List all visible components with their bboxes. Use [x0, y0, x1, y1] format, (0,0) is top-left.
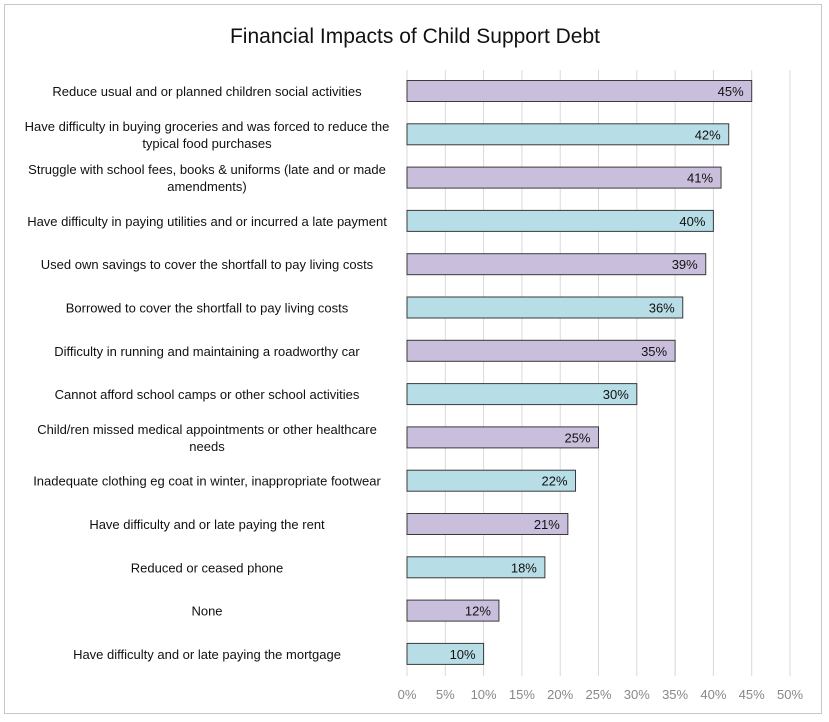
- x-tick-label: 10%: [471, 687, 497, 702]
- category-label: Borrowed to cover the shortfall to pay l…: [66, 301, 349, 316]
- category-label-line: Have difficulty in buying groceries and …: [25, 119, 390, 134]
- bar: [406, 426, 599, 449]
- category-label-line: Used own savings to cover the shortfall …: [41, 257, 374, 272]
- bar: [406, 80, 753, 102]
- category-label: Have difficulty and or late paying the r…: [89, 517, 325, 532]
- category-label: Inadequate clothing eg coat in winter, i…: [33, 474, 381, 489]
- x-tick-label: 45%: [739, 687, 765, 702]
- category-label-line: Inadequate clothing eg coat in winter, i…: [33, 474, 381, 489]
- chart-title: Financial Impacts of Child Support Debt: [230, 25, 600, 48]
- x-tick-label: 25%: [585, 687, 611, 702]
- bars: [406, 80, 753, 665]
- category-label-line: Have difficulty in paying utilities and …: [27, 214, 387, 229]
- data-label: 42%: [695, 127, 721, 142]
- category-label: Reduce usual and or planned children soc…: [52, 84, 362, 99]
- category-label-line: Reduce usual and or planned children soc…: [52, 84, 362, 99]
- data-label: 40%: [679, 214, 705, 229]
- data-label: 22%: [541, 474, 567, 489]
- x-tick-label: 15%: [509, 687, 535, 702]
- bar: [406, 513, 569, 535]
- category-label-line: Have difficulty and or late paying the m…: [73, 647, 341, 662]
- gridlines: [406, 70, 791, 676]
- category-label: Child/ren missed medical appointments or…: [37, 422, 377, 454]
- x-tick-label: 30%: [624, 687, 650, 702]
- bar: [406, 469, 577, 492]
- x-tick-label: 20%: [547, 687, 573, 702]
- bar: [406, 556, 546, 579]
- category-label-line: Child/ren missed medical appointments or…: [37, 422, 377, 437]
- data-label: 25%: [564, 430, 590, 445]
- x-tick-label: 5%: [436, 687, 455, 702]
- data-label: 41%: [687, 171, 713, 186]
- data-label: 18%: [511, 560, 537, 575]
- data-label: 30%: [603, 387, 629, 402]
- bar: [406, 209, 714, 232]
- category-label: Reduced or ceased phone: [131, 560, 284, 575]
- category-label: Used own savings to cover the shortfall …: [41, 257, 374, 272]
- x-axis-ticks: 0% 5% 10% 15% 20% 25% 30% 35% 40% 45% 50%: [398, 687, 804, 702]
- data-label: 21%: [534, 517, 560, 532]
- category-labels: Reduce usual and or planned children soc…: [25, 84, 390, 662]
- data-label: 10%: [450, 647, 476, 662]
- bar: [406, 253, 707, 276]
- bar: [406, 123, 730, 146]
- data-label: 36%: [649, 301, 675, 316]
- category-label: Difficulty in running and maintaining a …: [54, 344, 360, 359]
- category-label-line: amendments): [167, 179, 246, 194]
- bar: [406, 642, 485, 665]
- bar: [406, 296, 684, 319]
- bar: [406, 599, 500, 622]
- category-label: Have difficulty and or late paying the m…: [73, 647, 341, 662]
- data-label: 35%: [641, 344, 667, 359]
- category-label-line: typical food purchases: [142, 136, 272, 151]
- category-label: None: [191, 604, 222, 619]
- data-label: 39%: [672, 257, 698, 272]
- x-tick-label: 40%: [700, 687, 726, 702]
- category-label: Cannot afford school camps or other scho…: [55, 387, 360, 402]
- category-label-line: Difficulty in running and maintaining a …: [54, 344, 360, 359]
- bar: [406, 383, 638, 406]
- x-tick-label: 50%: [777, 687, 803, 702]
- category-label-line: Have difficulty and or late paying the r…: [89, 517, 325, 532]
- category-label-line: Cannot afford school camps or other scho…: [55, 387, 360, 402]
- data-labels: 45% 42% 41% 40% 39% 36% 35% 30% 25% 22% 21% 18% 12% 1…: [450, 84, 745, 662]
- category-label-line: None: [191, 604, 222, 619]
- category-label-line: Struggle with school fees, books & unifo…: [28, 162, 386, 177]
- category-label-line: Reduced or ceased phone: [131, 560, 284, 575]
- x-tick-label: 0%: [398, 687, 417, 702]
- category-label-line: needs: [189, 439, 225, 454]
- category-label: Have difficulty in buying groceries and …: [25, 119, 390, 151]
- data-label: 12%: [465, 604, 491, 619]
- data-label: 45%: [718, 84, 744, 99]
- bar: [406, 339, 676, 362]
- x-tick-label: 35%: [662, 687, 688, 702]
- category-label: Have difficulty in paying utilities and …: [27, 214, 387, 229]
- category-label: Struggle with school fees, books & unifo…: [28, 162, 386, 194]
- category-label-line: Borrowed to cover the shortfall to pay l…: [66, 301, 349, 316]
- bar: [406, 166, 722, 189]
